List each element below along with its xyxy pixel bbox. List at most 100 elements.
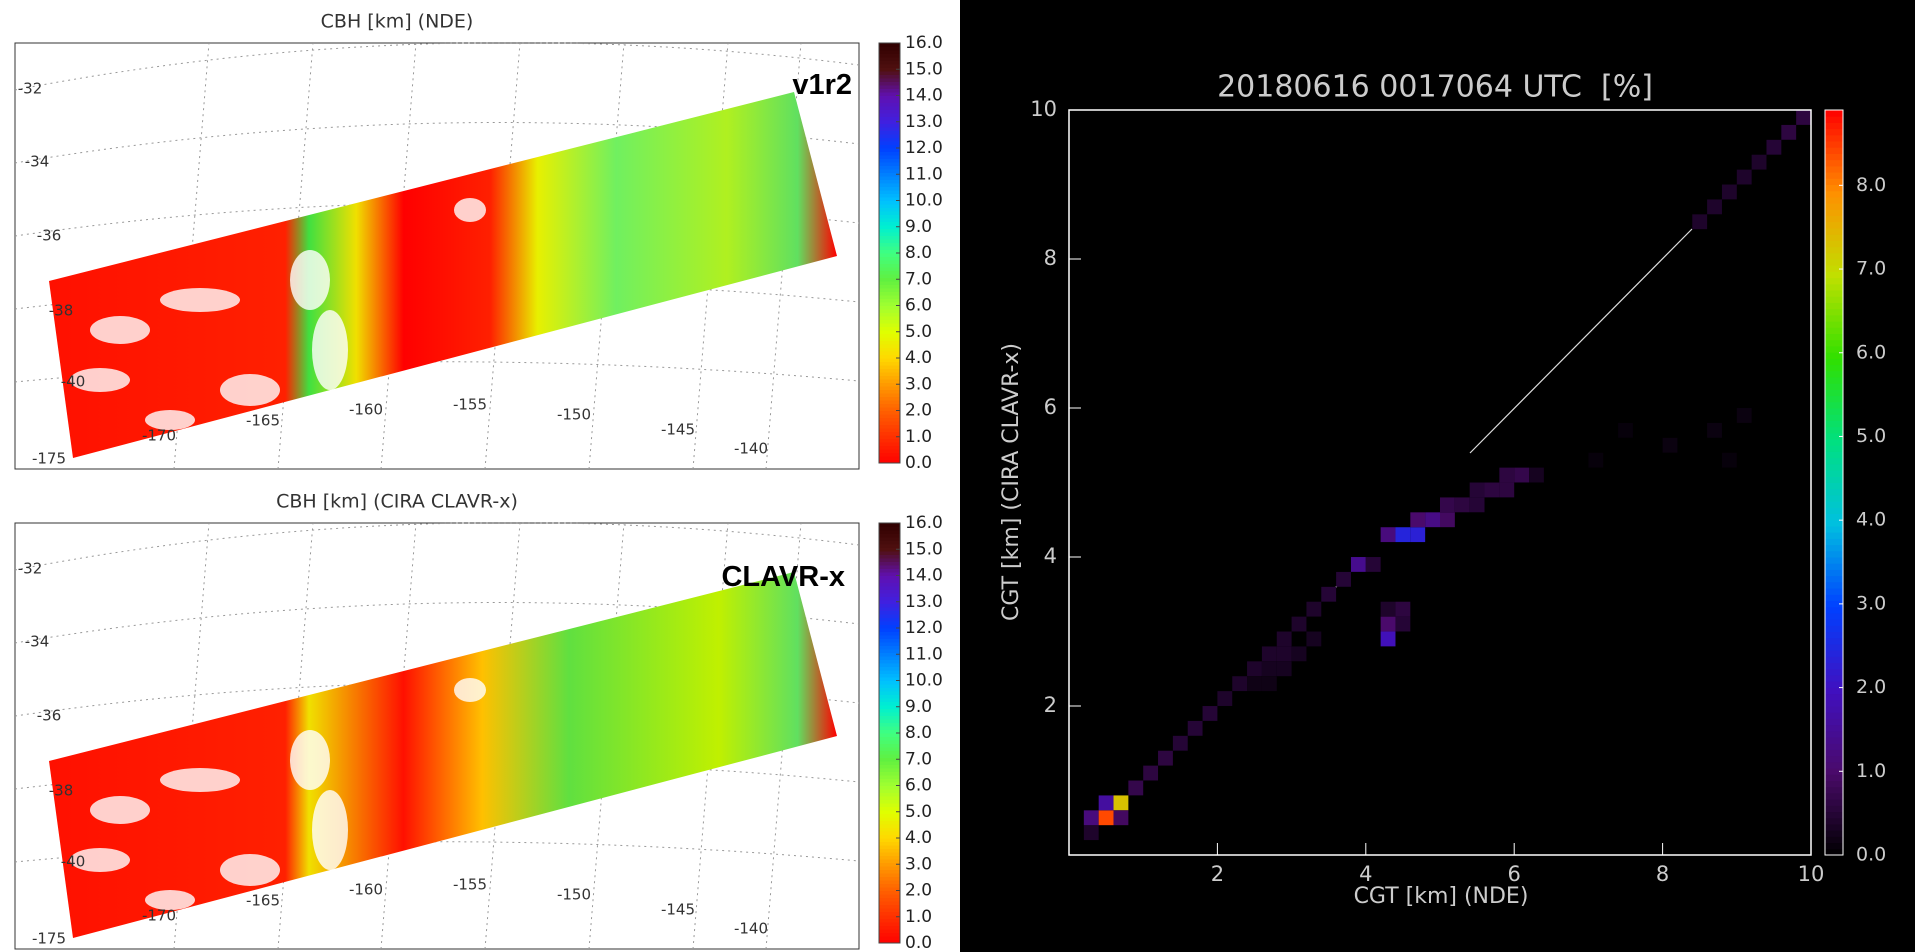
- colorbar-tick-label: 10.0: [905, 191, 943, 211]
- colorbar-swatch: [879, 866, 900, 870]
- heatmap-cell: [1796, 110, 1811, 125]
- colorbar-swatch: [879, 306, 900, 310]
- colorbar-swatch: [1825, 613, 1843, 620]
- colorbar-swatch: [879, 768, 900, 772]
- colorbar-swatch: [1825, 756, 1843, 763]
- heatmap-cell: [1410, 512, 1425, 527]
- colorbar-swatch: [879, 912, 900, 916]
- colorbar-swatch: [879, 681, 900, 685]
- colorbar-swatch: [1825, 582, 1843, 589]
- swath-speckle: [454, 678, 486, 702]
- colorbar-swatch: [1825, 576, 1843, 583]
- colorbar-swatch: [1825, 302, 1843, 309]
- colorbar-swatch: [879, 733, 900, 737]
- annotation: CLAVR-x: [707, 560, 845, 594]
- colorbar-swatch: [879, 747, 900, 751]
- colorbar-swatch: [1825, 340, 1843, 347]
- colorbar-swatch: [879, 327, 900, 331]
- heatmap-cell: [1143, 766, 1158, 781]
- x-tick-label: 6: [1508, 862, 1521, 886]
- colorbar-swatch: [1825, 551, 1843, 558]
- colorbar-tick-label: 6.0: [905, 776, 932, 796]
- colorbar-swatch: [879, 635, 900, 639]
- heatmap-cell: [1618, 423, 1633, 438]
- heatmap-cell: [1707, 199, 1722, 214]
- heatmap-cell: [1425, 512, 1440, 527]
- heatmap-cell: [1455, 497, 1470, 512]
- heatmap-cell: [1381, 527, 1396, 542]
- colorbar-swatch: [879, 169, 900, 173]
- swath-speckle: [312, 310, 348, 390]
- colorbar-swatch: [1825, 129, 1843, 136]
- heatmap-cell: [1277, 661, 1292, 676]
- colorbar-tick-label: 13.0: [905, 592, 943, 612]
- annotation: v1r2: [712, 68, 852, 102]
- colorbar-swatch: [1825, 358, 1843, 365]
- colorbar-swatch: [1825, 520, 1843, 527]
- heatmap-cell: [1663, 438, 1678, 453]
- colorbar-tick-label: 13.0: [905, 112, 943, 132]
- colorbar-swatch: [879, 190, 900, 194]
- lon-label: -150: [557, 886, 591, 904]
- heatmap-cell: [1128, 781, 1143, 796]
- x-tick-label: 4: [1359, 862, 1372, 886]
- heatmap-cell: [1262, 646, 1277, 661]
- colorbar-swatch: [1825, 147, 1843, 154]
- colorbar-swatch: [1825, 824, 1843, 831]
- colorbar-swatch: [879, 449, 900, 453]
- heatmap-cell: [1440, 512, 1455, 527]
- colorbar-swatch: [879, 544, 900, 548]
- colorbar-swatch: [879, 754, 900, 758]
- x-tick-label: 2: [1211, 862, 1224, 886]
- colorbar-swatch: [879, 537, 900, 541]
- colorbar-swatch: [879, 607, 900, 611]
- colorbar-swatch: [879, 264, 900, 268]
- colorbar-swatch: [1825, 762, 1843, 769]
- lon-label: -155: [453, 396, 487, 414]
- colorbar-swatch: [879, 807, 900, 811]
- colorbar-tick-label: 10.0: [905, 671, 943, 691]
- colorbar-tick-label: 6.0: [905, 296, 932, 316]
- heatmap-cell: [1173, 736, 1188, 751]
- colorbar-swatch: [879, 628, 900, 632]
- y-axis-label: CGT [km] (CIRA CLAVR-x): [999, 343, 1024, 621]
- colorbar-swatch: [879, 845, 900, 849]
- colorbar-swatch: [1825, 153, 1843, 160]
- colorbar-swatch: [879, 155, 900, 159]
- colorbar-swatch: [879, 78, 900, 82]
- colorbar-swatch: [879, 674, 900, 678]
- colorbar-swatch: [1825, 712, 1843, 719]
- colorbar-swatch: [879, 583, 900, 587]
- colorbar-swatch: [1825, 290, 1843, 297]
- colorbar-swatch: [879, 779, 900, 783]
- colorbar-swatch: [1825, 650, 1843, 657]
- colorbar-swatch: [1825, 346, 1843, 353]
- colorbar-swatch: [1825, 451, 1843, 458]
- colorbar-swatch: [879, 597, 900, 601]
- heatmap-cell: [1692, 214, 1707, 229]
- colorbar-swatch: [879, 695, 900, 699]
- colorbar-swatch: [1825, 663, 1843, 670]
- colorbar-swatch: [879, 418, 900, 422]
- colorbar-swatch: [879, 936, 900, 940]
- swath-speckle: [160, 288, 240, 312]
- y-tick-label: 2: [1044, 693, 1057, 717]
- colorbar-swatch: [1825, 309, 1843, 316]
- colorbar-swatch: [1825, 240, 1843, 247]
- colorbar-swatch: [879, 611, 900, 615]
- colorbar-swatch: [879, 744, 900, 748]
- colorbar-swatch: [879, 772, 900, 776]
- colorbar-tick-label: 12.0: [905, 618, 943, 638]
- lon-label: -145: [661, 901, 695, 919]
- colorbar-swatch: [1825, 234, 1843, 241]
- colorbar-tick-label: 8.0: [1856, 174, 1886, 196]
- colorbar-swatch: [879, 397, 900, 401]
- colorbar-swatch: [1825, 439, 1843, 446]
- colorbar-swatch: [1825, 656, 1843, 663]
- lat-label: -38: [49, 782, 74, 800]
- colorbar-swatch: [1825, 569, 1843, 576]
- heatmap-cell: [1306, 632, 1321, 647]
- colorbar-swatch: [879, 201, 900, 205]
- colorbar-swatch: [879, 365, 900, 369]
- lat-label: -40: [61, 853, 86, 871]
